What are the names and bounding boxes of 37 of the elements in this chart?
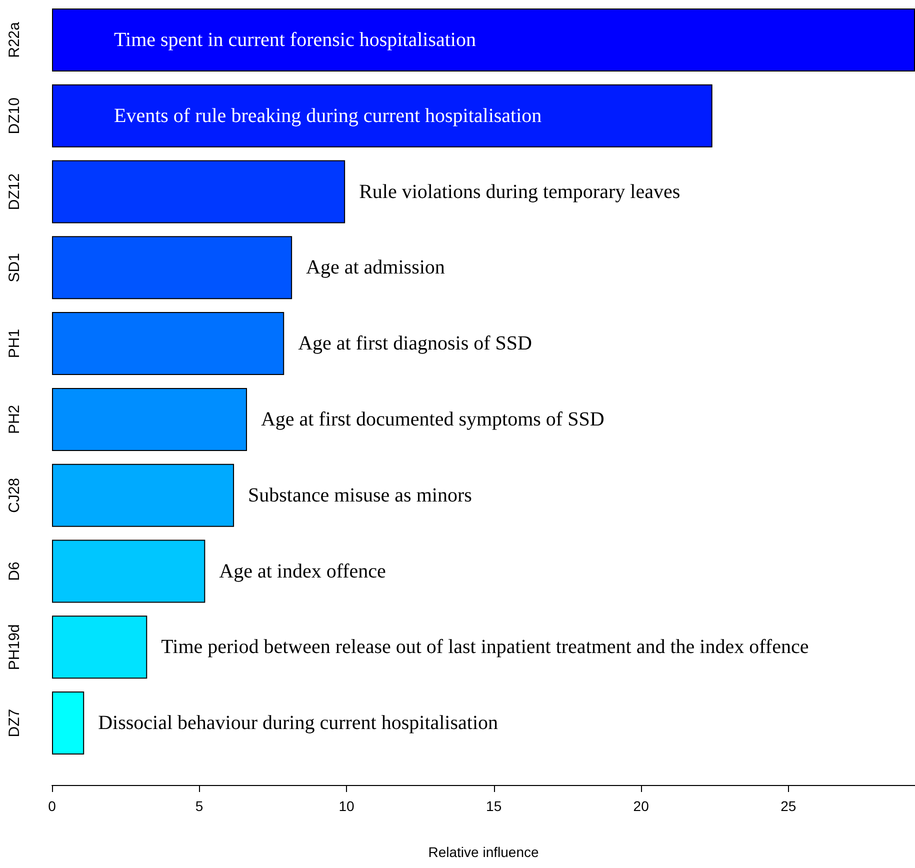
annotation: Age at index offence — [219, 560, 386, 582]
annotation: Age at first documented symptoms of SSD — [260, 408, 604, 430]
x-axis-title: Relative influence — [428, 844, 539, 860]
annotation: Time period between release out of last inpatient treatment and the index offence — [161, 636, 809, 658]
y-tick-label: CJ28 — [6, 478, 23, 513]
annotation: Dissocial behaviour during current hospitalisation — [98, 712, 498, 734]
x-tick-label: 25 — [780, 798, 796, 814]
y-tick-label: PH1 — [6, 328, 23, 358]
bar — [52, 8, 915, 72]
y-tick-label: DZ10 — [6, 98, 23, 134]
x-tick-label: 5 — [195, 798, 204, 814]
y-tick-label: DZ7 — [6, 708, 23, 738]
y-tick-label: R22a — [6, 21, 23, 58]
bar — [52, 616, 148, 679]
y-tick-label: PH2 — [6, 404, 23, 434]
bar — [52, 84, 712, 148]
x-tick-label: 20 — [633, 798, 650, 814]
annotation: Age at admission — [306, 256, 445, 279]
bar — [52, 160, 346, 224]
x-tick-label: 10 — [338, 798, 355, 814]
bar — [52, 236, 292, 300]
y-tick-label: D6 — [6, 562, 23, 581]
y-tick-label: SD1 — [6, 253, 23, 282]
annotation: Time spent in current forensic hospitalisation — [114, 28, 476, 51]
bar — [52, 692, 84, 755]
x-tick-label: 0 — [48, 798, 56, 814]
bar — [52, 464, 234, 527]
annotation: Substance misuse as minors — [248, 484, 472, 506]
bar — [52, 312, 284, 376]
annotation: Events of rule breaking during current hospitalisation — [114, 104, 542, 127]
annotation: Age at first diagnosis of SSD — [298, 332, 532, 355]
x-tick-label: 15 — [486, 798, 502, 814]
y-tick-label: DZ12 — [6, 173, 23, 210]
annotation: Rule violations during temporary leaves — [359, 180, 680, 203]
y-tick-label: PH19d — [6, 624, 23, 670]
bar — [52, 388, 247, 451]
bar — [52, 540, 206, 603]
